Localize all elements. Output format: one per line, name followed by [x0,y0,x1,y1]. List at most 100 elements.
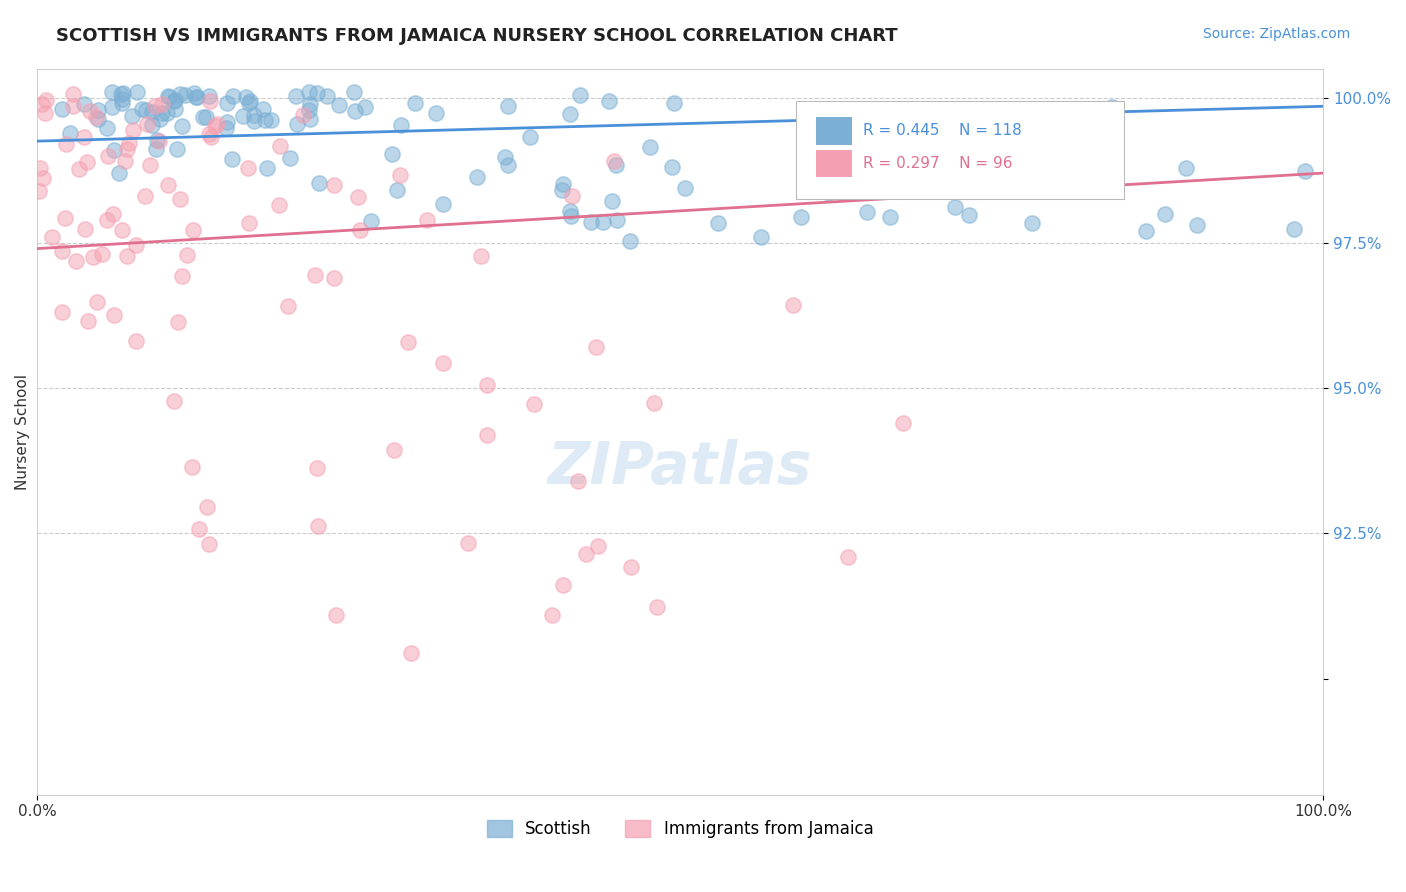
Scottish [193,110,215,124]
Scottish [284,88,307,103]
Immigrants from Jamaica [41,230,63,244]
Immigrants from Jamaica [172,269,194,284]
Scottish [519,129,541,144]
Immigrants from Jamaica [561,188,583,202]
Text: R = 0.445    N = 118: R = 0.445 N = 118 [863,123,1022,138]
Immigrants from Jamaica [86,294,108,309]
Immigrants from Jamaica [346,190,368,204]
Text: R = 0.297    N = 96: R = 0.297 N = 96 [863,156,1012,171]
Scottish [560,203,582,218]
Scottish [496,158,519,172]
Immigrants from Jamaica [396,334,419,349]
Scottish [73,96,96,111]
Immigrants from Jamaica [647,599,669,614]
Immigrants from Jamaica [96,212,118,227]
Immigrants from Jamaica [73,129,96,144]
Immigrants from Jamaica [432,356,454,370]
Scottish [278,151,301,165]
Scottish [305,87,328,101]
Immigrants from Jamaica [200,94,222,108]
Scottish [600,194,623,208]
Immigrants from Jamaica [157,178,180,193]
Scottish [198,89,221,103]
Scottish [174,88,197,103]
Immigrants from Jamaica [575,547,598,561]
Immigrants from Jamaica [176,247,198,261]
Scottish [285,118,308,132]
Scottish [328,98,350,112]
Scottish [141,119,163,133]
Scottish [553,177,575,191]
Immigrants from Jamaica [205,117,228,131]
Immigrants from Jamaica [475,427,498,442]
Legend: Scottish, Immigrants from Jamaica: Scottish, Immigrants from Jamaica [481,813,880,845]
Immigrants from Jamaica [143,99,166,113]
Scottish [232,109,254,123]
Immigrants from Jamaica [837,550,859,565]
Immigrants from Jamaica [166,315,188,329]
FancyBboxPatch shape [817,150,852,178]
Immigrants from Jamaica [62,87,84,101]
Scottish [598,94,620,108]
Immigrants from Jamaica [84,110,107,124]
Immigrants from Jamaica [103,207,125,221]
Scottish [387,183,409,197]
Immigrants from Jamaica [585,340,607,354]
Immigrants from Jamaica [198,127,221,141]
Scottish [496,99,519,113]
Scottish [238,96,260,111]
Immigrants from Jamaica [134,189,156,203]
Immigrants from Jamaica [277,299,299,313]
Scottish [950,139,973,153]
Scottish [1185,218,1208,232]
Immigrants from Jamaica [305,461,328,475]
Scottish [558,107,581,121]
Scottish [215,120,238,135]
Scottish [569,87,592,102]
Scottish [939,135,962,149]
Immigrants from Jamaica [34,106,56,120]
Immigrants from Jamaica [399,646,422,660]
Immigrants from Jamaica [135,117,157,131]
Scottish [1175,161,1198,176]
Immigrants from Jamaica [150,97,173,112]
Scottish [380,146,402,161]
Text: ZIPatlas: ZIPatlas [548,440,813,497]
Scottish [243,108,266,122]
Immigrants from Jamaica [541,608,564,623]
Immigrants from Jamaica [415,213,437,227]
Immigrants from Jamaica [30,161,52,175]
Scottish [111,92,134,106]
Scottish [606,212,628,227]
Immigrants from Jamaica [291,108,314,122]
Immigrants from Jamaica [111,223,134,237]
Immigrants from Jamaica [76,154,98,169]
Scottish [141,104,163,119]
Immigrants from Jamaica [122,122,145,136]
Scottish [664,95,686,110]
Scottish [1284,222,1306,236]
Immigrants from Jamaica [169,193,191,207]
Scottish [217,114,239,128]
Immigrants from Jamaica [51,244,73,258]
Scottish [186,90,208,104]
Scottish [308,176,330,190]
Scottish [222,88,245,103]
Scottish [1032,184,1054,198]
Scottish [343,103,366,118]
Immigrants from Jamaica [65,253,87,268]
Scottish [163,102,186,116]
Scottish [619,234,641,248]
Scottish [389,118,412,132]
Immigrants from Jamaica [204,119,226,133]
Immigrants from Jamaica [523,397,546,411]
Scottish [163,93,186,107]
Immigrants from Jamaica [28,185,51,199]
Scottish [101,100,124,114]
Scottish [221,152,243,166]
Scottish [551,183,574,197]
Scottish [1077,166,1099,180]
Immigrants from Jamaica [181,460,204,475]
Immigrants from Jamaica [115,249,138,263]
Scottish [87,112,110,127]
